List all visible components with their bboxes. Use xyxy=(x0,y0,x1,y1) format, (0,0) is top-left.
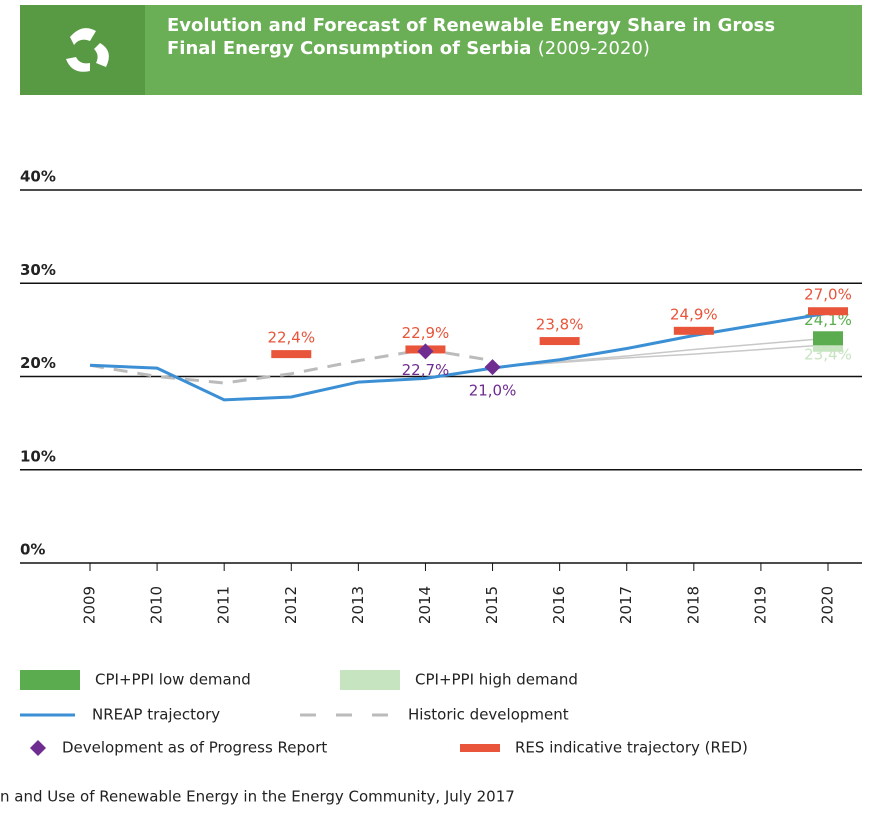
x-tick-label: 2018 xyxy=(684,586,702,624)
title-period: (2009-2020) xyxy=(537,38,650,59)
legend-label: NREAP trajectory xyxy=(92,706,220,724)
chart-title: Evolution and Forecast of Renewable Ener… xyxy=(167,14,807,60)
legend-swatch xyxy=(30,740,46,756)
x-tick-label: 2019 xyxy=(751,586,769,624)
x-tick-label: 2017 xyxy=(617,586,635,624)
series-line xyxy=(492,344,829,368)
title-text: Evolution and Forecast of Renewable Ener… xyxy=(167,15,776,59)
data-label: 23,8% xyxy=(536,316,584,334)
x-tick-label: 2014 xyxy=(416,586,434,624)
dash-marker xyxy=(271,350,312,359)
data-label: 22,7% xyxy=(402,361,450,379)
x-tick-label: 2009 xyxy=(81,586,99,624)
data-label: 22,4% xyxy=(267,329,315,347)
recycle-icon xyxy=(20,5,145,95)
legend-label: CPI+PPI low demand xyxy=(95,671,251,689)
data-label: 27,0% xyxy=(804,286,852,304)
x-tick-label: 2010 xyxy=(148,586,166,624)
legend-swatch xyxy=(20,670,80,690)
legend-label: Development as of Progress Report xyxy=(62,739,327,757)
icon-graphic xyxy=(66,28,109,72)
data-label: 21,0% xyxy=(469,382,517,400)
legend-label: CPI+PPI high demand xyxy=(415,671,578,689)
x-tick-label: 2011 xyxy=(215,586,233,624)
data-label: 24,9% xyxy=(670,305,718,323)
legend-label: RES indicative trajectory (RED) xyxy=(515,739,748,757)
x-tick-label: 2015 xyxy=(483,586,501,624)
legend-label: Historic development xyxy=(408,706,569,724)
title-country: Serbia xyxy=(466,38,532,59)
y-tick-label: 20% xyxy=(20,354,56,372)
diamond-marker xyxy=(417,343,434,360)
diamond-marker xyxy=(484,359,501,376)
x-tick-label: 2016 xyxy=(550,586,568,624)
x-tick-label: 2013 xyxy=(349,586,367,624)
y-tick-label: 10% xyxy=(20,447,56,465)
dash-marker xyxy=(539,337,580,346)
x-tick-label: 2020 xyxy=(819,586,837,624)
box-marker xyxy=(813,331,843,346)
dash-marker xyxy=(673,326,714,335)
data-label: 23,4% xyxy=(804,345,852,363)
y-tick-label: 30% xyxy=(20,261,56,279)
y-tick-label: 0% xyxy=(20,541,45,559)
dash-marker xyxy=(808,307,848,316)
source-note: n and Use of Renewable Energy in the Ene… xyxy=(0,788,515,806)
x-tick-label: 2012 xyxy=(282,586,300,624)
data-label: 22,9% xyxy=(402,324,450,342)
header: Evolution and Forecast of Renewable Ener… xyxy=(20,5,862,95)
legend-swatch xyxy=(460,744,500,752)
y-tick-label: 40% xyxy=(20,168,56,186)
legend-swatch xyxy=(340,670,400,690)
